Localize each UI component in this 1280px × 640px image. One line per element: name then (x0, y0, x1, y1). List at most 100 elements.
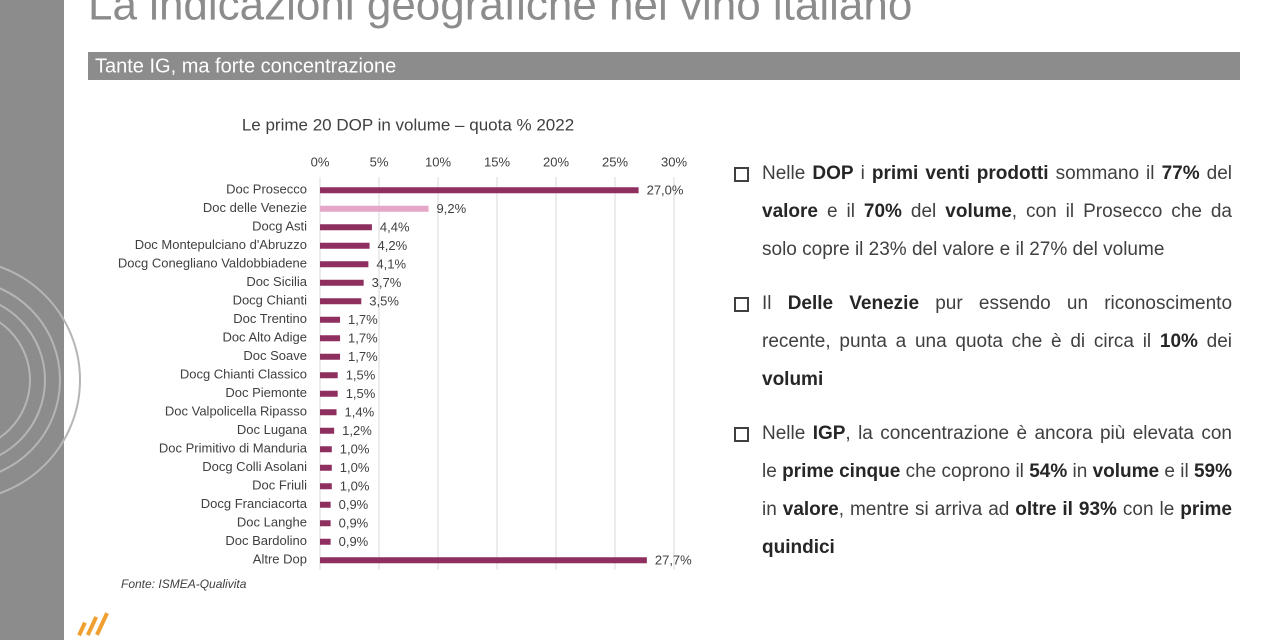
text-run: del (1199, 163, 1233, 184)
value-label: 1,7% (348, 312, 378, 327)
x-tick-label: 20% (543, 154, 569, 169)
value-label: 0,9% (339, 534, 369, 549)
y-tick-label: Docg Asti (252, 219, 307, 234)
decoration (0, 265, 81, 495)
text-run: volume (1092, 461, 1160, 482)
text-run: in (1067, 461, 1093, 482)
text-run: DOP (812, 163, 854, 184)
bar (320, 205, 429, 212)
slide-title: La indicazioni geografiche nel vino ital… (88, 0, 912, 30)
text-run: del (901, 201, 946, 222)
y-tick-label: Doc Trentino (233, 311, 307, 326)
x-tick-label: 30% (661, 154, 687, 169)
text-run: Nelle (762, 163, 813, 184)
bar (320, 316, 341, 323)
text-run: i (853, 163, 872, 184)
bar (320, 464, 332, 471)
value-label: 1,0% (340, 442, 370, 457)
y-tick-label: Docg Chianti Classico (180, 367, 307, 382)
y-tick-label: Doc Sicilia (246, 274, 307, 289)
text-run: e il (1159, 461, 1194, 482)
x-tick-label: 5% (370, 154, 389, 169)
checkbox-icon (734, 427, 749, 442)
bar (320, 279, 364, 286)
text-run: , mentre si arriva ad (838, 499, 1016, 520)
bar (320, 187, 639, 194)
y-tick-label: Doc Langhe (237, 515, 307, 530)
bar (320, 427, 335, 434)
value-label: 4,4% (380, 220, 410, 235)
bar (320, 261, 369, 268)
text-run: pur essendo un riconoscimento recente, p… (762, 293, 1233, 352)
text-run: Delle Venezie (787, 293, 920, 314)
bar (320, 353, 341, 360)
value-label: 1,0% (340, 460, 370, 475)
value-label: 1,7% (348, 331, 378, 346)
value-label: 1,0% (340, 479, 370, 494)
value-label: 1,5% (346, 386, 376, 401)
bar (320, 557, 647, 564)
bar (320, 242, 370, 249)
side-strip (0, 0, 64, 640)
y-tick-label: Doc Montepulciano d'Abruzzo (135, 237, 307, 252)
value-label: 1,4% (345, 405, 375, 420)
bar (320, 335, 341, 342)
y-tick-label: Docg Conegliano Valdobbiadene (118, 256, 307, 271)
value-label: 3,5% (369, 294, 399, 309)
y-tick-label: Docg Chianti (233, 293, 308, 308)
x-tick-label: 25% (602, 154, 628, 169)
text-run: in (762, 499, 783, 520)
bar (320, 501, 331, 508)
chart: 0% 5% 10% 15% 20% 25% 30% Doc Prosecco 27,0% Doc … (118, 154, 692, 570)
text-run: 54% (1029, 461, 1068, 482)
value-label: 1,7% (348, 349, 378, 364)
bar (320, 390, 338, 397)
value-label: 1,2% (342, 423, 372, 438)
value-label: 0,9% (339, 516, 369, 531)
x-tick-label: 15% (484, 154, 510, 169)
text-run: Il (762, 293, 788, 314)
text-run: con le (1116, 499, 1181, 520)
bullet: Nelle DOP i primi venti prodotti sommano… (732, 155, 1232, 269)
text-run: 77% (1161, 163, 1200, 184)
text-run: prime quindici (762, 499, 1232, 558)
source: Fonte: ISMEA-Qualivita (121, 577, 247, 591)
bar (320, 446, 332, 453)
y-tick-label: Doc Friuli (252, 478, 307, 493)
bar (320, 224, 372, 231)
text-run: 70% (863, 201, 902, 222)
text-run: IGP (812, 423, 846, 444)
y-tick-label: Doc Valpolicella Ripasso (165, 404, 307, 419)
value-label: 0,9% (339, 497, 369, 512)
subtitle: Tante IG, ma forte concentrazione (95, 55, 396, 77)
y-tick-label: Doc Prosecco (226, 182, 307, 197)
checkbox-icon (734, 297, 749, 312)
text-run: volume (945, 201, 1012, 222)
y-tick-label: Doc Piemonte (225, 385, 307, 400)
bullet-list: Nelle DOP i primi venti prodotti sommano… (732, 155, 1232, 583)
value-label: 4,1% (376, 257, 406, 272)
value-label: 4,2% (378, 238, 408, 253)
text-run: oltre il 93% (1015, 499, 1117, 520)
text-run: primi venti prodotti (871, 163, 1049, 184)
y-tick-label: Docg Colli Asolani (202, 459, 307, 474)
text-run: Nelle (762, 423, 813, 444)
x-tick-label: 0% (311, 154, 330, 169)
chart-title: Le prime 20 DOP in volume – quota % 2022 (242, 115, 574, 134)
bar (320, 483, 332, 490)
text-run: che coprono il (900, 461, 1030, 482)
y-tick-label: Doc Alto Adige (222, 330, 307, 345)
y-tick-label: Doc Soave (243, 348, 307, 363)
bar (320, 298, 362, 305)
x-tick-label: 10% (425, 154, 451, 169)
text-run: , la concentrazione è ancora più elevata… (762, 423, 1232, 482)
bar (320, 538, 331, 545)
text-run: 59% (1193, 461, 1232, 482)
value-label: 27,0% (647, 183, 684, 198)
text-run: 10% (1159, 331, 1198, 352)
text-run: e il (817, 201, 864, 222)
value-label: 3,7% (372, 275, 402, 290)
bar (320, 520, 331, 527)
